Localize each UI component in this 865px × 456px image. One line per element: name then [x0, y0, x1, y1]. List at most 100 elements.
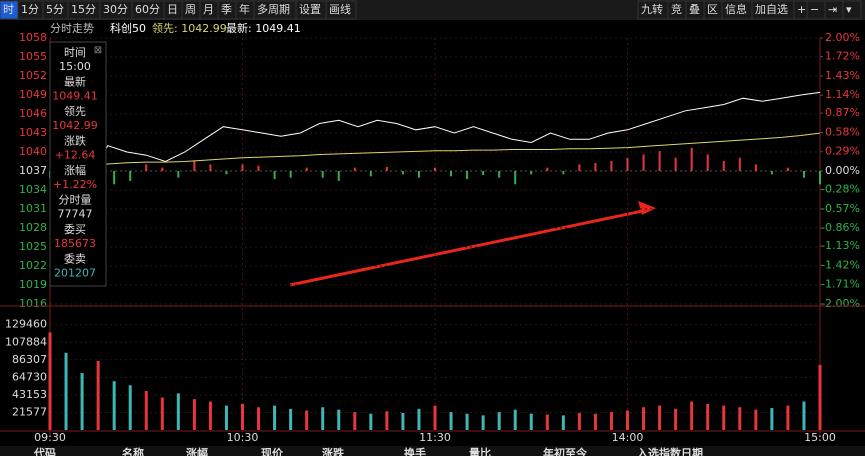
- breadth-bar: [546, 167, 549, 171]
- y-tick-label: 1058: [19, 31, 47, 44]
- toolbar-button[interactable]: 九转: [641, 2, 663, 16]
- toolbar-button[interactable]: 区: [707, 3, 718, 16]
- volume-bar: [593, 413, 597, 430]
- y2-tick-label: -2.00%: [821, 297, 860, 310]
- toolbar-button[interactable]: 1分: [21, 3, 39, 16]
- info-value: 77747: [58, 208, 93, 221]
- toolbar-button[interactable]: ▾: [846, 3, 852, 16]
- info-value: 185673: [54, 237, 96, 250]
- breadth-bar: [353, 167, 356, 171]
- volume-tick-label: 129460: [5, 318, 47, 331]
- breadth-bar: [482, 171, 485, 175]
- volume-bar: [257, 407, 261, 430]
- breadth-bar: [690, 147, 693, 171]
- toolbar-button[interactable]: ⇥: [828, 3, 837, 16]
- volume-bar: [401, 412, 405, 430]
- toolbar-button[interactable]: 加自选: [755, 3, 788, 16]
- toolbar-button[interactable]: 信息: [725, 2, 747, 16]
- volume-bar: [642, 407, 646, 430]
- info-label: 最新: [64, 75, 86, 89]
- info-label: 涨跌: [64, 134, 86, 148]
- breadth-bar: [674, 157, 677, 171]
- toolbar-button[interactable]: 周: [185, 3, 196, 16]
- y2-tick-label: -0.57%: [821, 202, 860, 215]
- volume-bar: [561, 415, 565, 430]
- volume-bar: [192, 399, 196, 430]
- info-label: 时间: [64, 46, 86, 59]
- breadth-bar: [466, 171, 469, 179]
- breadth-bar: [337, 171, 340, 181]
- breadth-bar: [706, 154, 709, 171]
- x-tick-label: 09:30: [34, 431, 66, 444]
- toolbar-button[interactable]: 设置: [299, 3, 321, 16]
- y-tick-label: 1019: [19, 278, 47, 291]
- toolbar-button[interactable]: 画线: [329, 2, 351, 16]
- volume-bar: [577, 412, 581, 430]
- breadth-bar: [642, 154, 645, 171]
- y2-tick-label: 1.43%: [825, 69, 860, 82]
- info-value: 15:00: [59, 60, 91, 73]
- volume-bar: [481, 415, 485, 430]
- breadth-bar: [417, 171, 420, 178]
- y-tick-label: 1034: [19, 183, 47, 196]
- table-header-cell: 现价: [261, 447, 284, 456]
- toolbar-button[interactable]: 15分: [71, 3, 96, 16]
- table-header-cell: 年初至今: [543, 446, 588, 456]
- info-label: 领先: [64, 105, 86, 118]
- toolbar-button[interactable]: +: [797, 3, 806, 16]
- x-tick-label: 15:00: [804, 431, 836, 444]
- breadth-bar: [658, 151, 661, 171]
- volume-bar: [433, 405, 437, 430]
- info-label: 委买: [64, 223, 86, 236]
- y-tick-label: 1052: [19, 69, 47, 82]
- x-tick-label: 10:30: [227, 431, 259, 444]
- toolbar-button[interactable]: 月: [203, 3, 214, 16]
- y-tick-label: 1055: [19, 50, 47, 63]
- volume-bar: [674, 408, 678, 430]
- breadth-bar: [530, 171, 533, 175]
- volume-bar: [802, 401, 806, 430]
- breadth-bar: [369, 171, 372, 177]
- toolbar-button[interactable]: 30分: [103, 3, 128, 16]
- panel-close[interactable]: ⊠: [94, 45, 102, 56]
- y2-tick-label: 2.00%: [825, 31, 860, 44]
- toolbar-button[interactable]: −: [810, 3, 819, 16]
- toolbar-button[interactable]: 竞: [671, 2, 682, 16]
- volume-bar: [273, 405, 277, 430]
- volume-bar: [529, 413, 533, 430]
- breadth-bar: [434, 167, 436, 171]
- breadth-bar: [225, 171, 228, 175]
- info-value: 1049.41: [52, 90, 98, 103]
- breadth-bar: [610, 161, 613, 171]
- volume-bar: [690, 401, 694, 430]
- toolbar-button[interactable]: 时: [3, 3, 14, 16]
- volume-bar: [144, 390, 148, 430]
- y-tick-label: 1046: [19, 107, 47, 120]
- volume-bar: [208, 401, 212, 430]
- breadth-bar: [113, 171, 116, 185]
- volume-bar: [176, 393, 180, 430]
- volume-tick-label: 64730: [12, 370, 47, 383]
- info-value: +1.22%: [53, 178, 97, 191]
- y2-tick-label: 0.58%: [825, 125, 860, 138]
- breadth-bar: [498, 171, 501, 178]
- breadth-bar: [401, 171, 404, 175]
- toolbar-button[interactable]: 季: [221, 3, 232, 16]
- toolbar-button[interactable]: 日: [167, 3, 178, 16]
- breadth-bar: [177, 171, 180, 178]
- y2-tick-label: 1.14%: [825, 88, 860, 101]
- toolbar-button[interactable]: 5分: [46, 3, 64, 16]
- volume-bar: [449, 412, 453, 430]
- toolbar-button[interactable]: 叠: [689, 3, 700, 16]
- toolbar-button[interactable]: 年: [239, 2, 250, 16]
- volume-bar: [818, 364, 822, 430]
- breadth-bar: [802, 171, 805, 178]
- volume-bar: [722, 405, 726, 430]
- y-tick-label: 1016: [19, 297, 47, 310]
- toolbar-button[interactable]: 多周期: [257, 2, 290, 16]
- toolbar-button[interactable]: 60分: [135, 3, 160, 16]
- index-name: 科创50: [110, 21, 146, 35]
- info-label: 委卖: [64, 253, 86, 266]
- volume-bar: [706, 403, 710, 430]
